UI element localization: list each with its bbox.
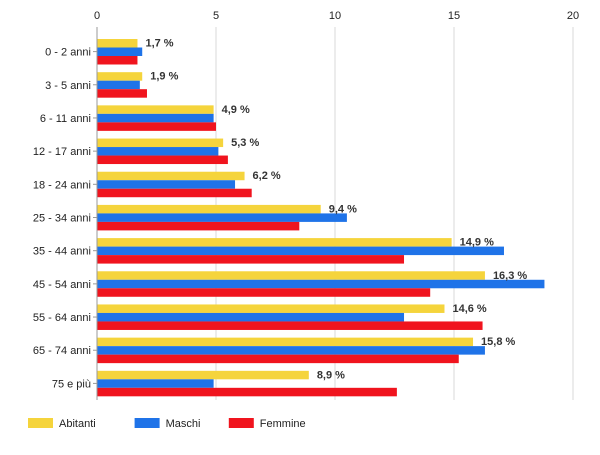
- axes: 0 5 10 15 20 0 - 2 anni 3 - 5 anni 6 - 11 anni 1…: [33, 10, 579, 400]
- category-label: 45 - 54 anni: [33, 279, 91, 291]
- bar-maschi: [97, 113, 214, 123]
- bar-femmine: [97, 387, 397, 397]
- bar-abitanti: [97, 105, 214, 114]
- bar-maschi: [97, 80, 140, 90]
- bar-femmine: [97, 89, 147, 98]
- legend-label: Femmine: [260, 418, 306, 430]
- bar-maschi: [97, 213, 347, 222]
- bar-maschi: [97, 246, 504, 256]
- bar-abitanti: [97, 138, 224, 148]
- bar-maschi: [97, 312, 405, 322]
- bar-abitanti: [97, 204, 321, 214]
- category-label: 65 - 74 anni: [33, 345, 91, 357]
- legend-swatch: [134, 418, 160, 428]
- data-labels: 1,7 % 1,9 % 4,9 % 5,3 % 6,2 % 9,4 % 14,9 % 16,3…: [145, 38, 527, 382]
- x-tick-label: 10: [329, 10, 341, 22]
- bar-maschi: [97, 180, 236, 189]
- bar-femmine: [97, 221, 300, 231]
- bar-femmine: [97, 321, 483, 330]
- bar-maschi: [97, 279, 545, 289]
- data-label: 16,3 %: [493, 270, 527, 282]
- bar-femmine: [97, 255, 405, 264]
- category-label: 3 - 5 anni: [45, 80, 91, 92]
- bar-abitanti: [97, 337, 474, 347]
- bar-abitanti: [97, 271, 485, 280]
- bar-femmine: [97, 122, 216, 131]
- category-label: 18 - 24 anni: [33, 179, 91, 191]
- bar-abitanti: [97, 171, 245, 181]
- data-label: 14,9 %: [460, 237, 494, 249]
- bar-abitanti: [97, 370, 309, 380]
- data-label: 8,9 %: [317, 369, 345, 381]
- bars: [97, 39, 545, 397]
- bar-maschi: [97, 346, 485, 355]
- data-label: 5,3 %: [231, 137, 259, 149]
- bar-maschi: [97, 147, 219, 156]
- data-label: 15,8 %: [481, 336, 515, 348]
- data-label: 6,2 %: [253, 170, 281, 182]
- bar-maschi: [97, 47, 143, 56]
- legend-swatch: [228, 418, 254, 428]
- bar-abitanti: [97, 304, 445, 313]
- category-label: 6 - 11 anni: [40, 113, 91, 125]
- category-label: 12 - 17 anni: [33, 146, 91, 158]
- x-tick-label: 20: [567, 10, 579, 22]
- category-label: 55 - 64 anni: [33, 312, 91, 324]
- bar-abitanti: [97, 238, 452, 247]
- category-label: 75 e più: [52, 378, 91, 390]
- legend-label: Maschi: [166, 418, 201, 430]
- legend: Abitanti Maschi Femmine: [28, 418, 306, 430]
- bar-femmine: [97, 155, 228, 165]
- category-label: 0 - 2 anni: [45, 47, 91, 59]
- bar-femmine: [97, 354, 459, 364]
- bar-abitanti: [97, 39, 138, 48]
- data-label: 4,9 %: [222, 104, 250, 116]
- data-label: 1,9 %: [150, 71, 178, 83]
- category-label: 25 - 34 anni: [33, 213, 91, 225]
- data-label: 14,6 %: [452, 303, 486, 315]
- legend-swatch: [28, 418, 53, 428]
- bar-abitanti: [97, 72, 143, 81]
- category-label: 35 - 44 anni: [33, 246, 91, 258]
- bar-maschi: [97, 379, 214, 388]
- bar-femmine: [97, 288, 431, 297]
- x-tick-label: 5: [213, 10, 219, 22]
- x-tick-label: 15: [448, 10, 460, 22]
- legend-label: Abitanti: [59, 418, 96, 430]
- bar-femmine: [97, 188, 252, 198]
- bar-femmine: [97, 56, 138, 65]
- x-tick-label: 0: [94, 10, 100, 22]
- data-label: 1,7 %: [145, 38, 173, 50]
- data-label: 9,4 %: [329, 203, 357, 215]
